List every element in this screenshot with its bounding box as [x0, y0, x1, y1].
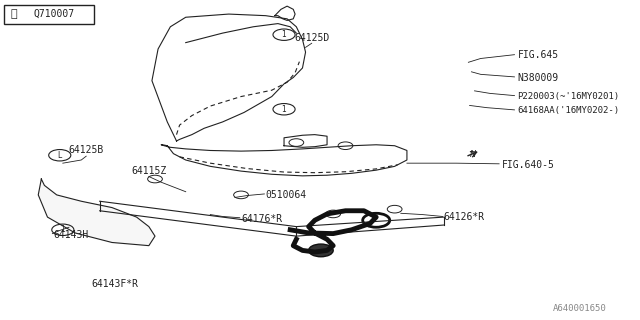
Text: N: N: [470, 150, 476, 159]
Text: Q710007: Q710007: [33, 9, 74, 19]
Text: A640001650: A640001650: [553, 304, 607, 313]
Text: 64115Z: 64115Z: [131, 166, 166, 176]
Text: 64168AA('16MY0202-): 64168AA('16MY0202-): [518, 106, 620, 115]
Text: 1: 1: [282, 30, 287, 39]
Text: 64125B: 64125B: [68, 145, 104, 155]
Text: 64125D: 64125D: [294, 33, 330, 43]
Text: 1: 1: [60, 225, 65, 234]
Polygon shape: [38, 179, 155, 246]
Text: 64143H: 64143H: [54, 229, 89, 240]
Text: P220003(~'16MY0201): P220003(~'16MY0201): [518, 92, 620, 101]
Text: 64176*R: 64176*R: [241, 214, 282, 224]
Text: 64143F*R: 64143F*R: [92, 279, 139, 289]
Text: FIG.645: FIG.645: [518, 50, 559, 60]
Text: 64126*R: 64126*R: [444, 212, 485, 222]
Text: L: L: [58, 151, 62, 160]
Text: N380009: N380009: [518, 73, 559, 83]
Text: ⓘ: ⓘ: [10, 9, 17, 19]
Circle shape: [308, 244, 333, 257]
Text: 0510064: 0510064: [266, 190, 307, 200]
Text: FIG.640-5: FIG.640-5: [502, 160, 555, 170]
Text: 1: 1: [282, 105, 287, 114]
